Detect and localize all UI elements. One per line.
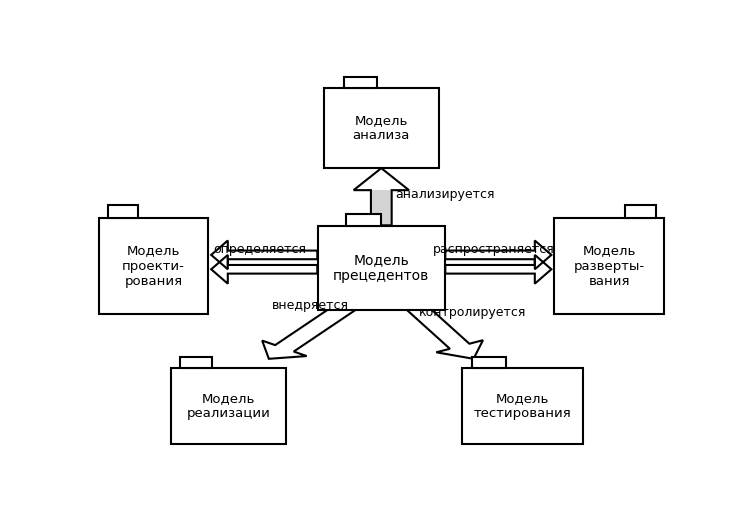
Text: определяется: определяется [214, 243, 307, 256]
Bar [180, 358, 212, 368]
Bar [346, 214, 381, 226]
Text: Модель
тестирования: Модель тестирования [474, 392, 571, 420]
Text: распространяется: распространяется [433, 243, 554, 256]
Bar [554, 218, 664, 314]
Text: Модель
прецедентов: Модель прецедентов [333, 253, 429, 283]
Polygon shape [371, 190, 391, 225]
Text: Модель
разверты-
вания: Модель разверты- вания [574, 244, 644, 288]
Bar [99, 218, 208, 314]
Bar [344, 77, 376, 88]
Text: Модель
реализации: Модель реализации [187, 392, 270, 420]
Bar [324, 88, 439, 168]
Text: внедряется: внедряется [272, 299, 349, 312]
Text: анализируется: анализируется [396, 188, 496, 201]
Bar [108, 204, 138, 218]
Bar [462, 368, 583, 444]
Bar [626, 204, 656, 218]
Bar [472, 358, 506, 368]
Bar [318, 226, 445, 310]
Text: Модель
анализа: Модель анализа [353, 114, 410, 142]
Bar [171, 368, 286, 444]
Text: контролируется: контролируется [419, 306, 526, 319]
Text: Модель
проекти-
рования: Модель проекти- рования [122, 244, 185, 288]
